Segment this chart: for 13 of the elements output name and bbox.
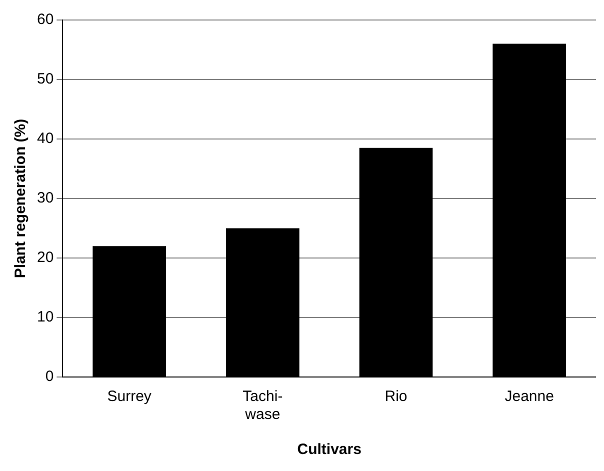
y-axis-title: Plant regeneration (%) (12, 118, 30, 278)
x-axis-title: Cultivars (297, 441, 362, 458)
y-tick-label: 40 (36, 130, 54, 148)
y-tick-label: 50 (36, 70, 54, 88)
x-tick-label: Jeanne (504, 388, 554, 406)
x-tick-label: Surrey (107, 388, 152, 406)
x-tick-label: Rio (384, 388, 408, 406)
y-tick-label: 20 (36, 249, 54, 266)
y-tick-label: 30 (36, 190, 54, 207)
x-tick-label: Tachi- wase (242, 388, 283, 424)
y-tick-label: 10 (36, 308, 54, 326)
y-tick-label: 0 (45, 368, 54, 386)
y-tick-label: 60 (36, 11, 54, 28)
